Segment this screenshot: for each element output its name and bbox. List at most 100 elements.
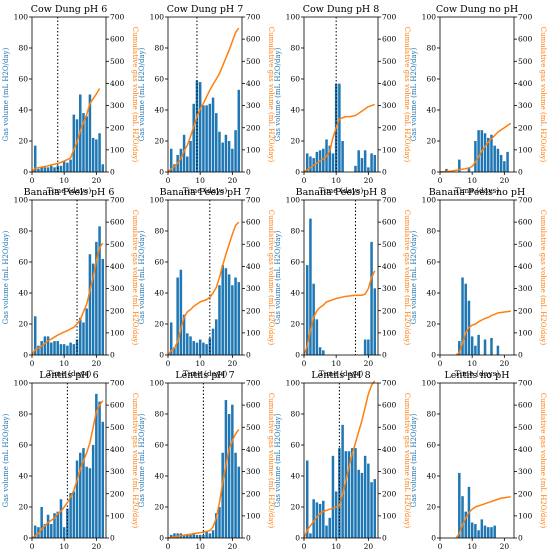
- bar: [477, 130, 480, 172]
- y2-tick-label: 500: [518, 240, 533, 249]
- y-axis-label: Gas volume (mL H2O/day): [2, 413, 10, 507]
- y-tick-label: 60: [290, 441, 300, 450]
- bar: [458, 341, 461, 355]
- bar: [490, 337, 493, 355]
- bar: [195, 534, 199, 538]
- bar: [82, 448, 85, 538]
- x-tick-label: 10: [331, 176, 341, 185]
- y2-tick-label: 400: [110, 262, 125, 271]
- x-tick-label: 20: [228, 176, 238, 185]
- bar: [56, 511, 59, 538]
- y2-tick-label: 100: [518, 328, 533, 337]
- bar: [189, 336, 192, 355]
- bar: [305, 153, 309, 172]
- bar: [231, 148, 234, 172]
- y2-tick-label: 500: [246, 240, 261, 249]
- y-tick-label: 40: [426, 289, 436, 298]
- bar: [370, 482, 373, 538]
- y2-tick-label: 0: [246, 534, 251, 543]
- bar: [169, 322, 173, 355]
- bar: [464, 283, 467, 355]
- y-axis-label: Gas volume (mL H2O/day): [138, 47, 146, 141]
- bar: [43, 524, 47, 538]
- bar: [43, 167, 47, 172]
- bar: [354, 165, 357, 172]
- plot-frame: [439, 16, 515, 173]
- y2-tick-label: 300: [518, 467, 533, 476]
- bar: [354, 448, 357, 538]
- bar: [101, 164, 105, 172]
- x-tick-label: 0: [166, 359, 171, 368]
- x-tick-label: 10: [195, 359, 205, 368]
- bar: [46, 167, 50, 172]
- y-tick-label: 20: [18, 503, 28, 512]
- y2-tick-label: 200: [518, 489, 533, 498]
- bar: [59, 344, 63, 355]
- bar: [176, 277, 179, 355]
- y2-tick-label: 500: [518, 423, 533, 432]
- y2-tick-label: 100: [382, 328, 397, 337]
- bar: [75, 119, 79, 172]
- bar: [211, 97, 215, 172]
- bar: [215, 319, 218, 355]
- plot-frame: [31, 382, 107, 539]
- y2-tick-label: 300: [246, 467, 261, 476]
- y-tick-label: 0: [159, 351, 164, 360]
- y2-tick-label: 700: [246, 196, 261, 205]
- bar: [192, 533, 195, 538]
- bar: [50, 342, 53, 355]
- bar: [458, 472, 461, 538]
- chart-title: Banana Peels no pH: [429, 187, 526, 198]
- bar: [91, 137, 95, 172]
- y-tick-label: 60: [18, 75, 28, 84]
- bar: [85, 116, 88, 172]
- y-tick-label: 100: [150, 379, 165, 388]
- plot-frame: [439, 382, 515, 539]
- y-tick-label: 40: [290, 472, 300, 481]
- bar: [218, 131, 221, 172]
- y2-tick-label: 700: [382, 196, 397, 205]
- subplot: 0 10 200204060801000100200300400500600700L…: [138, 370, 275, 550]
- y2-axis-label: Cumulative gas volume (mL H2O/day): [131, 210, 139, 346]
- y-tick-label: 20: [18, 137, 28, 146]
- bar: [202, 342, 205, 355]
- bar: [101, 421, 105, 538]
- bar: [186, 156, 189, 172]
- bar: [192, 103, 195, 172]
- subplot: 0 10 200204060801000100200300400500600700C…: [274, 4, 411, 195]
- chart-title: Cow Dung pH 8: [303, 4, 380, 15]
- x-axis-label: Time (days): [455, 369, 500, 378]
- bar: [173, 164, 176, 172]
- cumulative-line: [303, 270, 376, 356]
- bar: [79, 317, 82, 355]
- y2-tick-label: 200: [382, 306, 397, 315]
- y-tick-label: 100: [286, 196, 301, 205]
- x-tick-label: 20: [92, 542, 102, 550]
- y2-tick-label: 600: [518, 218, 533, 227]
- bar: [318, 347, 322, 355]
- subplot: 0 10 200204060801000100200300400500600700C…: [2, 4, 139, 195]
- y-tick-label: 0: [431, 168, 436, 177]
- y2-axis-label: Cumulative gas volume (mL H2O/day): [267, 210, 275, 346]
- y2-tick-label: 700: [110, 379, 125, 388]
- y-axis-label: Gas volume (mL H2O/day): [410, 47, 418, 141]
- x-tick-label: 0: [30, 176, 35, 185]
- y2-tick-label: 500: [382, 240, 397, 249]
- bar: [205, 531, 208, 538]
- bar: [53, 513, 56, 538]
- y-tick-label: 0: [295, 351, 300, 360]
- x-tick-label: 20: [228, 542, 238, 550]
- bar: [211, 328, 215, 355]
- y-tick-label: 80: [426, 410, 436, 419]
- bar: [95, 241, 98, 355]
- bar: [312, 499, 315, 538]
- y2-tick-label: 100: [246, 511, 261, 520]
- x-axis-label: Time (days): [319, 186, 364, 195]
- y2-tick-label: 300: [110, 101, 125, 110]
- chart-title: Banana Peels pH 6: [24, 187, 115, 198]
- y2-tick-label: 300: [382, 467, 397, 476]
- y2-tick-label: 700: [518, 13, 533, 22]
- y2-tick-label: 300: [518, 101, 533, 110]
- y-tick-label: 0: [295, 168, 300, 177]
- y2-axis-label: Cumulative gas volume (mL H2O/day): [539, 210, 547, 346]
